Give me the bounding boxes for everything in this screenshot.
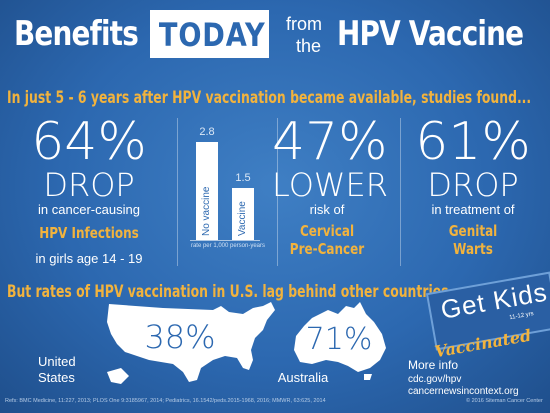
stat1-value: 64% xyxy=(31,112,147,172)
stat3-highlight2: Warts xyxy=(453,240,493,258)
get-kids-title: Get Kids xyxy=(438,276,550,325)
title-benefits: Benefits xyxy=(14,14,139,54)
stat2-highlight1: Cervical xyxy=(299,222,355,240)
title-hpv-vaccine: HPV Vaccine xyxy=(337,14,524,54)
bar-category-label: Vaccine xyxy=(237,201,248,236)
divider-left xyxy=(177,118,178,266)
more-info-link1[interactable]: cdc.gov/hpv xyxy=(408,374,462,385)
bar-value-label: 2.8 xyxy=(199,126,215,138)
stat1-word: DROP xyxy=(43,166,135,204)
stat3-word: DROP xyxy=(427,166,519,204)
today-box: TODAY xyxy=(150,10,269,58)
stat1-highlight: HPV Infections xyxy=(39,224,139,242)
us-label2: States xyxy=(38,370,75,385)
stat2-line1: risk of xyxy=(309,202,345,217)
australia-label: Australia xyxy=(277,370,329,385)
bar-vaccine xyxy=(232,187,254,240)
more-info-heading: More info xyxy=(408,358,459,372)
more-info-link2[interactable]: cancernewsincontext.org xyxy=(408,386,519,397)
subtitle: In just 5 - 6 years after HPV vaccinatio… xyxy=(7,88,532,108)
banner-comparison: But rates of HPV vaccination in U.S. lag… xyxy=(7,282,449,302)
stat1-line2: in girls age 14 - 19 xyxy=(35,251,143,266)
us-percent: 38% xyxy=(144,318,216,356)
stat3-highlight1: Genital xyxy=(448,222,498,240)
bar-no-vaccine xyxy=(196,142,218,240)
stat2-word: LOWER xyxy=(272,166,388,204)
australia-map-icon xyxy=(294,302,386,380)
divider-right xyxy=(400,118,401,266)
us-map-icon xyxy=(107,302,275,384)
divider-mid xyxy=(277,118,278,266)
title-today: TODAY xyxy=(158,16,266,54)
title-the: the xyxy=(296,36,322,56)
stat2-highlight2: Pre-Cancer xyxy=(289,240,365,258)
bar-value-label: 1.5 xyxy=(235,171,251,184)
stat2-value: 47% xyxy=(272,112,388,172)
stat3-line1: in treatment of xyxy=(431,202,515,217)
stat1-line1: in cancer-causing xyxy=(38,202,140,217)
us-label1: United xyxy=(38,354,76,369)
title-from: from xyxy=(286,14,322,34)
bar-category-label: No vaccine xyxy=(201,186,212,236)
chart-baseline xyxy=(190,240,260,241)
references: Refs: BMC Medicine, 11:227, 2013; PLOS O… xyxy=(5,398,326,404)
australia-percent: 71% xyxy=(305,322,373,357)
chart-xlabel: rate per 1,000 person-years xyxy=(190,243,266,249)
copyright: © 2016 Siteman Cancer Center xyxy=(466,398,543,404)
stat3-value: 61% xyxy=(415,112,531,172)
